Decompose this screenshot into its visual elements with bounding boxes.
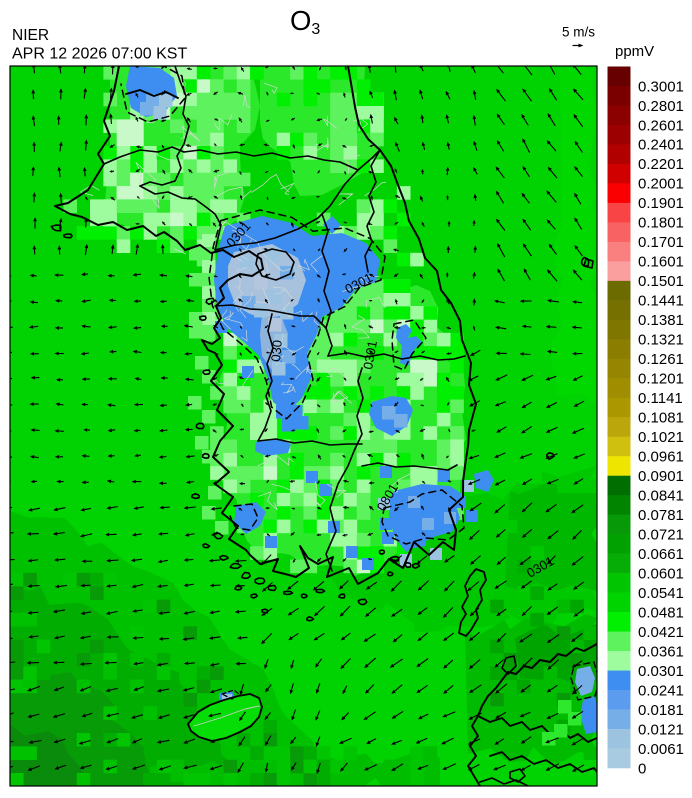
svg-text:0.1701: 0.1701 [638, 234, 684, 251]
svg-text:0.0661: 0.0661 [638, 546, 684, 563]
svg-text:0.0061: 0.0061 [638, 741, 684, 758]
svg-text:0.0901: 0.0901 [638, 468, 684, 485]
svg-text:0.1201: 0.1201 [638, 371, 684, 388]
svg-text:0.1901: 0.1901 [638, 195, 684, 212]
svg-text:0.2401: 0.2401 [638, 137, 684, 154]
svg-text:0.1261: 0.1261 [638, 351, 684, 368]
svg-text:0.1501: 0.1501 [638, 273, 684, 290]
svg-text:0.2601: 0.2601 [638, 117, 684, 134]
svg-text:0.1141: 0.1141 [638, 390, 683, 407]
svg-text:0301: 0301 [360, 339, 380, 370]
svg-text:ppmV: ppmV [615, 43, 654, 60]
svg-text:0.1381: 0.1381 [638, 312, 684, 329]
svg-text:0.0241: 0.0241 [638, 682, 684, 699]
svg-text:0.0541: 0.0541 [638, 585, 684, 602]
svg-text:0.0481: 0.0481 [638, 604, 684, 621]
svg-text:0.1601: 0.1601 [638, 254, 684, 271]
svg-text:0: 0 [638, 760, 646, 777]
svg-text:NIER: NIER [12, 27, 49, 44]
svg-text:0.0781: 0.0781 [638, 507, 684, 524]
svg-text:0.2201: 0.2201 [638, 156, 684, 173]
svg-text:0.0421: 0.0421 [638, 624, 684, 641]
svg-text:030: 030 [268, 339, 285, 362]
svg-text:0.1801: 0.1801 [638, 215, 684, 232]
svg-text:0.0121: 0.0121 [638, 721, 684, 738]
svg-text:0.1081: 0.1081 [638, 410, 684, 427]
svg-text:0.0301: 0.0301 [638, 663, 684, 680]
svg-text:0.0361: 0.0361 [638, 643, 684, 660]
svg-text:0.0961: 0.0961 [638, 449, 684, 466]
svg-text:0.1321: 0.1321 [638, 332, 684, 349]
svg-text:0.0601: 0.0601 [638, 565, 684, 582]
svg-text:0.0181: 0.0181 [638, 702, 684, 719]
svg-text:0.1441: 0.1441 [638, 293, 684, 310]
svg-text:APR 12 2026 07:00 KST: APR 12 2026 07:00 KST [12, 46, 187, 63]
svg-text:5 m/s: 5 m/s [562, 25, 595, 40]
svg-text:0.0721: 0.0721 [638, 527, 684, 544]
svg-text:0.1021: 0.1021 [638, 429, 684, 446]
svg-text:0.2801: 0.2801 [638, 98, 684, 115]
svg-text:0.0841: 0.0841 [638, 488, 684, 505]
svg-text:0.2001: 0.2001 [638, 176, 684, 193]
svg-text:0.3001: 0.3001 [638, 78, 684, 95]
